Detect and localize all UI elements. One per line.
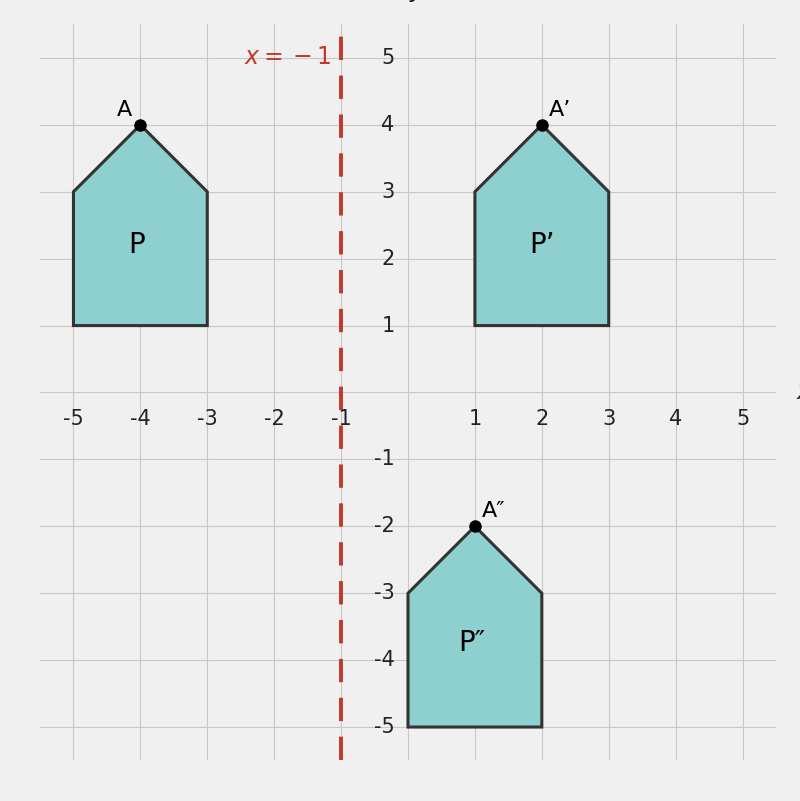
Text: 2: 2 (382, 248, 394, 268)
Text: P″: P″ (458, 630, 485, 658)
Text: 4: 4 (669, 409, 682, 429)
Text: -1: -1 (330, 409, 351, 429)
Text: A″: A″ (482, 501, 505, 521)
Text: 5: 5 (736, 409, 749, 429)
Text: -2: -2 (374, 517, 394, 537)
Text: P: P (129, 231, 146, 260)
Text: -3: -3 (197, 409, 218, 429)
Text: A’: A’ (549, 99, 571, 119)
Text: -5: -5 (374, 717, 394, 737)
Text: 4: 4 (382, 115, 394, 135)
Text: 2: 2 (535, 409, 549, 429)
Text: -4: -4 (374, 650, 394, 670)
Text: -2: -2 (264, 409, 285, 429)
Polygon shape (74, 125, 207, 325)
Text: -1: -1 (374, 449, 394, 469)
Polygon shape (475, 125, 609, 325)
Text: $x = -1$: $x = -1$ (244, 45, 331, 69)
Text: P’: P’ (529, 231, 554, 260)
Polygon shape (408, 526, 542, 727)
Text: 5: 5 (382, 48, 394, 68)
Text: A: A (117, 99, 132, 119)
Text: 1: 1 (468, 409, 482, 429)
Text: $x$: $x$ (796, 380, 800, 405)
Text: 1: 1 (382, 316, 394, 336)
Text: -4: -4 (130, 409, 150, 429)
Text: 3: 3 (602, 409, 615, 429)
Text: -5: -5 (63, 409, 84, 429)
Text: -3: -3 (374, 583, 394, 603)
Text: $y$: $y$ (409, 0, 427, 5)
Text: 3: 3 (382, 182, 394, 202)
